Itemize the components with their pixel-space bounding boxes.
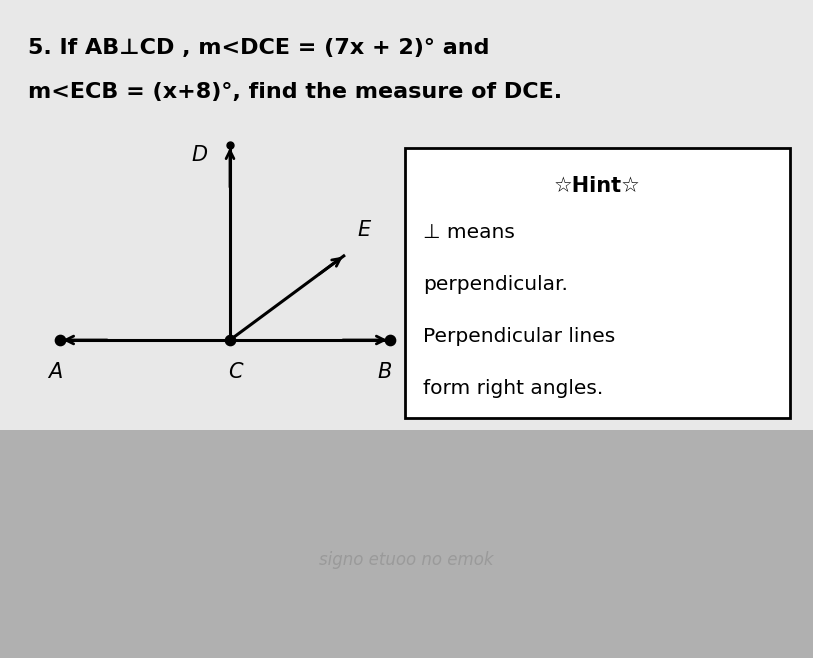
Text: C: C xyxy=(228,362,242,382)
Point xyxy=(54,335,67,345)
Point xyxy=(384,335,397,345)
Text: m<ECB = (x+8)°, find the measure of DCE.: m<ECB = (x+8)°, find the measure of DCE. xyxy=(28,82,562,102)
Text: E: E xyxy=(357,220,370,240)
Text: signo etuoo no emok: signo etuoo no emok xyxy=(320,551,493,569)
Text: ☆Hint☆: ☆Hint☆ xyxy=(554,176,641,196)
Bar xyxy=(0,0,813,430)
Point xyxy=(224,335,237,345)
Bar xyxy=(405,148,790,418)
Text: 5. If AB⊥CD , m<DCE = (7x + 2)° and: 5. If AB⊥CD , m<DCE = (7x + 2)° and xyxy=(28,38,489,58)
Bar xyxy=(0,430,813,658)
Text: Perpendicular lines: Perpendicular lines xyxy=(423,327,615,346)
Text: ⊥ means: ⊥ means xyxy=(423,223,515,242)
Point xyxy=(224,139,237,150)
Text: form right angles.: form right angles. xyxy=(423,379,603,398)
Text: D: D xyxy=(192,145,208,165)
Text: A: A xyxy=(48,362,62,382)
Text: perpendicular.: perpendicular. xyxy=(423,275,567,294)
Text: B: B xyxy=(378,362,392,382)
